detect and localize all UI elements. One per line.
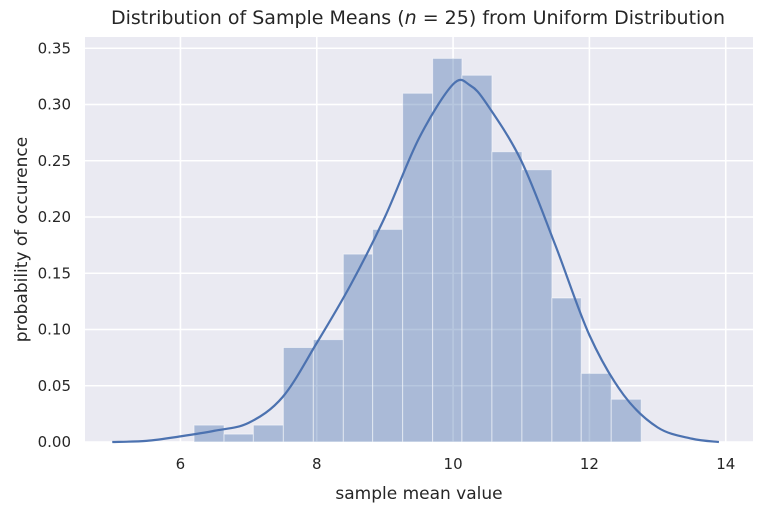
chart-title: Distribution of Sample Means (n = 25) fr… bbox=[111, 7, 725, 29]
y-axis-label: probability of occurence bbox=[12, 137, 32, 342]
y-tick-label: 0.05 bbox=[38, 377, 71, 395]
histogram-bar bbox=[491, 151, 523, 443]
y-tick-label: 0.25 bbox=[38, 152, 71, 170]
y-tick-label: 0.30 bbox=[38, 96, 71, 114]
histogram-bar bbox=[342, 253, 374, 443]
histogram-bar bbox=[372, 228, 404, 443]
y-tick-label: 0.00 bbox=[38, 433, 71, 451]
chart-title-part-2: n bbox=[405, 7, 417, 29]
y-tick-label: 0.20 bbox=[38, 208, 71, 226]
chart-title-part-3: = 25) from Uniform Distribution bbox=[417, 7, 725, 29]
grid-lines bbox=[85, 37, 753, 443]
x-tick-label: 10 bbox=[444, 455, 463, 473]
histogram-bar bbox=[252, 424, 284, 443]
histogram-bar bbox=[312, 339, 344, 443]
y-tick-label: 0.15 bbox=[38, 264, 71, 282]
x-tick-label: 14 bbox=[716, 455, 735, 473]
tick-labels: 6 8 10 12 14 0.00 0.05 0.10 0.15 0.20 0.25 0.30 0.35 bbox=[38, 39, 736, 473]
x-axis-label: sample mean value bbox=[335, 484, 502, 504]
histogram-bar bbox=[402, 92, 434, 443]
histogram-bar bbox=[432, 57, 463, 443]
histogram-bar bbox=[223, 433, 254, 443]
histogram-bar bbox=[282, 347, 314, 443]
histogram-bars bbox=[193, 57, 642, 443]
histogram-bar bbox=[521, 169, 553, 443]
x-tick-label: 12 bbox=[580, 455, 599, 473]
kde-curve-group bbox=[112, 78, 720, 444]
x-tick-label: 8 bbox=[312, 455, 322, 473]
histogram-bar bbox=[461, 74, 493, 443]
y-tick-label: 0.35 bbox=[38, 39, 71, 57]
histogram-bar bbox=[610, 398, 642, 443]
histogram-bar bbox=[580, 372, 612, 443]
histogram-bar bbox=[551, 297, 582, 443]
y-tick-label: 0.10 bbox=[38, 321, 71, 339]
chart-title-part-1: Distribution of Sample Means ( bbox=[111, 7, 405, 29]
kde-curve bbox=[112, 78, 720, 444]
x-tick-label: 6 bbox=[176, 455, 186, 473]
